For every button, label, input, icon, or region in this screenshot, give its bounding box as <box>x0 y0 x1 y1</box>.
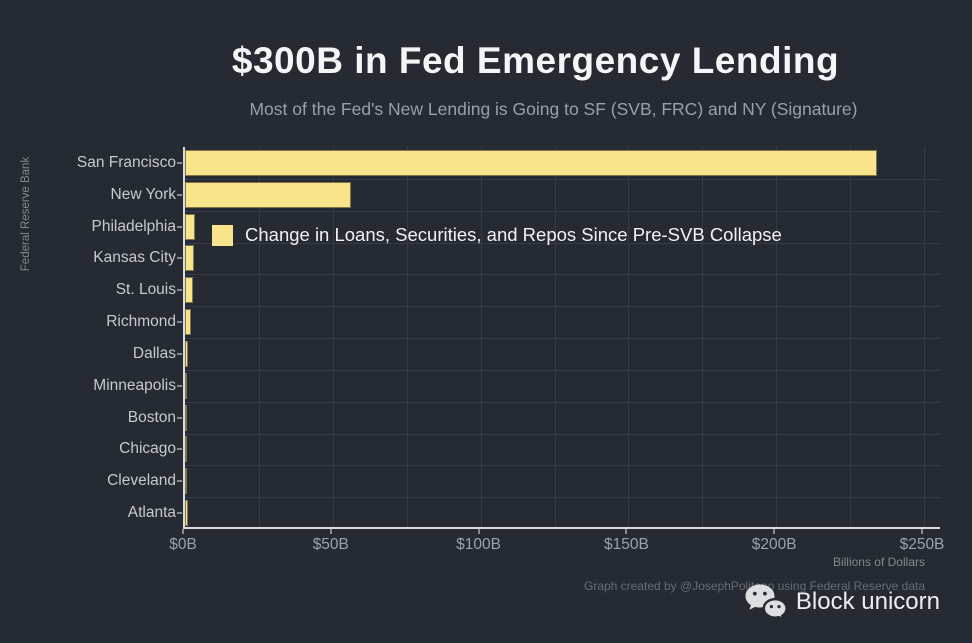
y-tick-mark <box>177 352 182 355</box>
x-tick-label: $100B <box>456 536 501 553</box>
y-tick-mark <box>177 257 182 260</box>
gridline-vertical <box>406 147 408 527</box>
bar <box>185 245 195 272</box>
chart-title: $300B in Fed Emergency Lending <box>231 40 840 81</box>
gridline-vertical <box>554 147 556 527</box>
bar <box>185 277 193 304</box>
x-tick-label: $250B <box>899 536 945 553</box>
y-tick-label: San Francisco <box>76 153 176 171</box>
y-tick-label: Cleveland <box>107 472 176 490</box>
bar <box>185 309 191 336</box>
gridline-vertical <box>258 147 260 527</box>
gridline-horizontal <box>185 401 940 403</box>
x-tick-label: $50B <box>312 536 349 553</box>
y-tick-mark <box>177 321 182 324</box>
y-tick-label: Chicago <box>119 440 176 458</box>
y-tick-mark <box>177 448 182 451</box>
x-tick-mark <box>329 529 332 534</box>
y-tick-mark <box>177 480 182 483</box>
gridline-horizontal <box>185 338 940 339</box>
y-tick-mark <box>177 225 182 228</box>
y-tick-mark <box>177 193 182 196</box>
y-tick-label: Boston <box>127 408 176 426</box>
bar <box>185 404 187 431</box>
y-tick-label: Minneapolis <box>93 376 176 394</box>
brand-footer: Block unicorn <box>743 583 940 622</box>
gridline-horizontal <box>185 210 940 212</box>
x-tick-mark <box>921 529 923 534</box>
gridline-horizontal <box>185 178 940 180</box>
gridline-vertical <box>776 147 778 527</box>
x-tick-mark <box>773 529 776 534</box>
x-tick-label: $0B <box>169 536 197 553</box>
y-tick-label: St. Louis <box>115 281 176 299</box>
x-tick-label: $200B <box>751 536 797 553</box>
bar <box>185 340 188 367</box>
brand-name: Block unicorn <box>795 588 940 615</box>
y-tick-label: Richmond <box>106 313 176 331</box>
bar <box>185 500 188 527</box>
y-tick-mark <box>177 289 182 292</box>
y-tick-label: Philadelphia <box>91 217 176 235</box>
legend-label: Change in Loans, Securities, and Repos S… <box>245 224 782 245</box>
x-tick-label: $150B <box>603 536 649 553</box>
gridline-horizontal <box>185 433 940 435</box>
bar <box>185 436 187 463</box>
wechat-icon <box>745 584 788 622</box>
y-tick-label: New York <box>110 185 176 203</box>
y-tick-mark <box>177 384 182 387</box>
gridline-horizontal <box>185 497 940 499</box>
gridline-vertical <box>480 147 482 527</box>
chart-subtitle: Most of the Fed's New Lending is Going t… <box>249 99 858 119</box>
gridline-vertical <box>702 147 704 527</box>
y-tick-mark <box>177 416 182 419</box>
bar <box>185 468 187 495</box>
y-tick-label: Atlanta <box>127 504 176 522</box>
y-tick-mark <box>177 161 182 164</box>
y-tick-mark <box>177 512 182 515</box>
bar <box>185 213 196 240</box>
gridline-horizontal <box>185 274 940 276</box>
y-tick-label: Dallas <box>132 344 176 362</box>
bar <box>185 181 351 208</box>
y-tick-label: Kansas City <box>93 249 176 267</box>
x-tick-mark <box>182 529 184 534</box>
plot-area: Change in Loans, Securities, and Repos S… <box>183 147 940 529</box>
gridline-horizontal <box>185 369 940 371</box>
x-axis-title: Billions of Dollars <box>832 555 925 569</box>
bar <box>185 149 877 176</box>
legend-swatch <box>212 224 233 246</box>
gridline-vertical <box>924 147 925 527</box>
gridline-horizontal <box>185 242 940 244</box>
gridline-horizontal <box>185 465 940 467</box>
legend: Change in Loans, Securities, and Repos S… <box>212 223 782 247</box>
gridline-vertical <box>332 147 334 527</box>
bar <box>185 372 188 399</box>
x-tick-mark <box>477 529 480 534</box>
gridline-vertical <box>850 147 852 527</box>
gridline-vertical <box>628 147 630 527</box>
gridline-horizontal <box>185 306 940 308</box>
x-tick-mark <box>625 529 628 534</box>
